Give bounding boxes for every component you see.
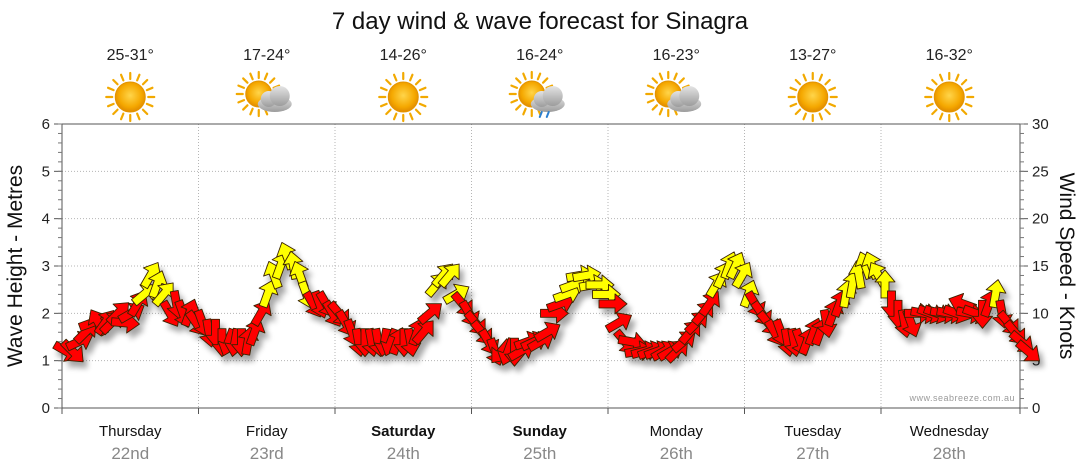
temperature-label: 16-23° — [653, 47, 700, 64]
day-date-label: 26th — [660, 444, 693, 463]
wind-arrow — [1015, 339, 1040, 362]
right-tick-label: 20 — [1032, 211, 1049, 228]
day-labels: Thursday 22nd Friday 23rd Saturday 24th Sunday… — [61, 408, 1021, 463]
day-date-label: 22nd — [111, 444, 149, 463]
day-name-label: Friday — [246, 423, 288, 440]
right-axis: 051015202530 — [1020, 116, 1049, 417]
partly-cloudy-icon — [235, 70, 292, 118]
day-date-label: 25th — [523, 444, 556, 463]
wind-arrow — [411, 320, 434, 346]
wind-arrow — [533, 321, 561, 343]
left-tick-label: 1 — [42, 353, 50, 370]
right-tick-label: 15 — [1032, 258, 1049, 275]
left-tick-label: 6 — [42, 116, 50, 133]
left-axis: 0 1 2 3 4 5 6 — [42, 116, 62, 417]
left-tick-label: 5 — [42, 163, 50, 180]
temperature-label: 16-24° — [516, 47, 563, 64]
wind-arrow — [151, 282, 174, 308]
wind-arrow — [731, 262, 753, 290]
sunny-icon — [105, 71, 156, 123]
left-tick-label: 2 — [42, 305, 50, 322]
sunny-icon — [787, 71, 838, 123]
left-tick-label: 0 — [42, 400, 50, 417]
right-tick-label: 0 — [1032, 400, 1040, 417]
wind-arrow — [417, 303, 442, 326]
right-tick-label: 10 — [1032, 305, 1049, 322]
wind-arrow — [140, 262, 162, 290]
weather-icon-row — [105, 70, 975, 123]
wind-arrow — [698, 291, 720, 318]
day-date-label: 28th — [933, 444, 966, 463]
day-name-label: Monday — [650, 423, 704, 440]
wind-arrow — [592, 283, 621, 305]
left-tick-label: 4 — [42, 211, 50, 228]
partly-cloudy-icon — [645, 70, 702, 118]
wind-arrow — [245, 317, 266, 347]
day-name-label: Saturday — [371, 423, 436, 440]
wind-arrow — [604, 312, 632, 334]
temperature-label: 13-27° — [789, 47, 836, 64]
sunny-icon — [378, 71, 429, 123]
day-name-label: Tuesday — [784, 423, 841, 440]
credit-text: www.seabreeze.com.au — [908, 393, 1015, 403]
left-tick-label: 3 — [42, 258, 50, 275]
wind-arrow — [585, 274, 615, 296]
right-axis-label: Wind Speed - Knots — [1055, 173, 1078, 360]
temperature-label: 14-26° — [380, 47, 427, 64]
right-tick-label: 25 — [1032, 163, 1049, 180]
day-name-label: Wednesday — [910, 423, 989, 440]
day-name-label: Thursday — [99, 423, 162, 440]
right-tick-label: 30 — [1032, 116, 1049, 133]
temperature-row: 25-31° 17-24° 14-26° 16-24° 16-23° 13-27° 16-3… — [107, 47, 973, 64]
temperature-label: 25-31° — [107, 47, 154, 64]
wind-arrow — [598, 293, 628, 315]
day-date-label: 24th — [387, 444, 420, 463]
showers-icon — [508, 70, 565, 118]
wind-arrows — [52, 241, 1040, 367]
day-date-label: 23rd — [250, 444, 284, 463]
chart-title: 7 day wind & wave forecast for Sinagra — [332, 8, 749, 35]
temperature-label: 16-32° — [926, 47, 973, 64]
left-axis-label: Wave Height - Metres — [4, 165, 27, 367]
wind-arrow — [725, 251, 747, 280]
temperature-label: 17-24° — [243, 47, 290, 64]
sunny-icon — [924, 71, 975, 123]
day-date-label: 27th — [796, 444, 829, 463]
wind-arrow — [437, 263, 460, 289]
day-name-label: Sunday — [513, 423, 568, 440]
